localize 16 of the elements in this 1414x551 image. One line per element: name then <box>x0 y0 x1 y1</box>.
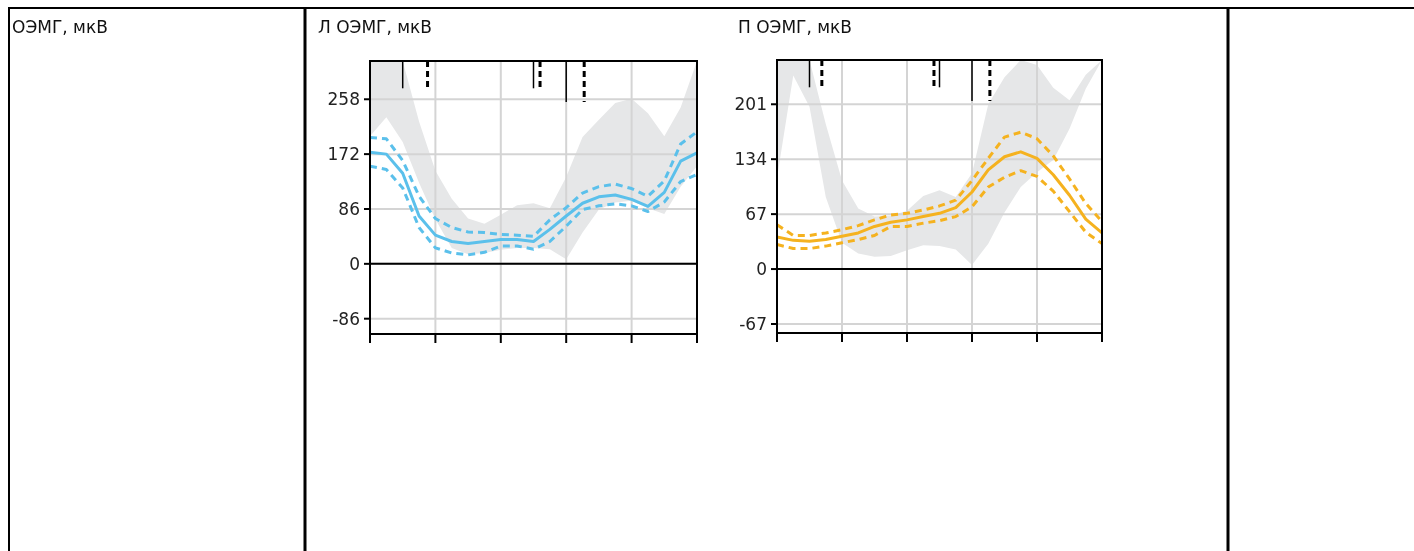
y-tick-label: 0 <box>756 259 767 279</box>
y-tick-label: 134 <box>734 149 767 170</box>
y-tick-label: 172 <box>327 144 360 165</box>
y-tick-label: 201 <box>734 94 767 115</box>
y-tick-label: -86 <box>332 308 360 329</box>
chart-title: Л ОЭМГ, мкВ <box>318 17 433 37</box>
y-tick-label: 67 <box>745 204 767 225</box>
text: ОЭМГ, мкВ <box>12 17 108 37</box>
line-series <box>777 169 1102 251</box>
line-series <box>777 150 1102 243</box>
y-tick-label: 86 <box>338 198 360 219</box>
y-tick-label: 258 <box>327 89 360 110</box>
chart-title: П ОЭМГ, мкВ <box>738 17 853 37</box>
y-tick-label: 0 <box>349 253 360 274</box>
y-tick-label: -67 <box>739 313 767 334</box>
line-series <box>777 130 1102 237</box>
